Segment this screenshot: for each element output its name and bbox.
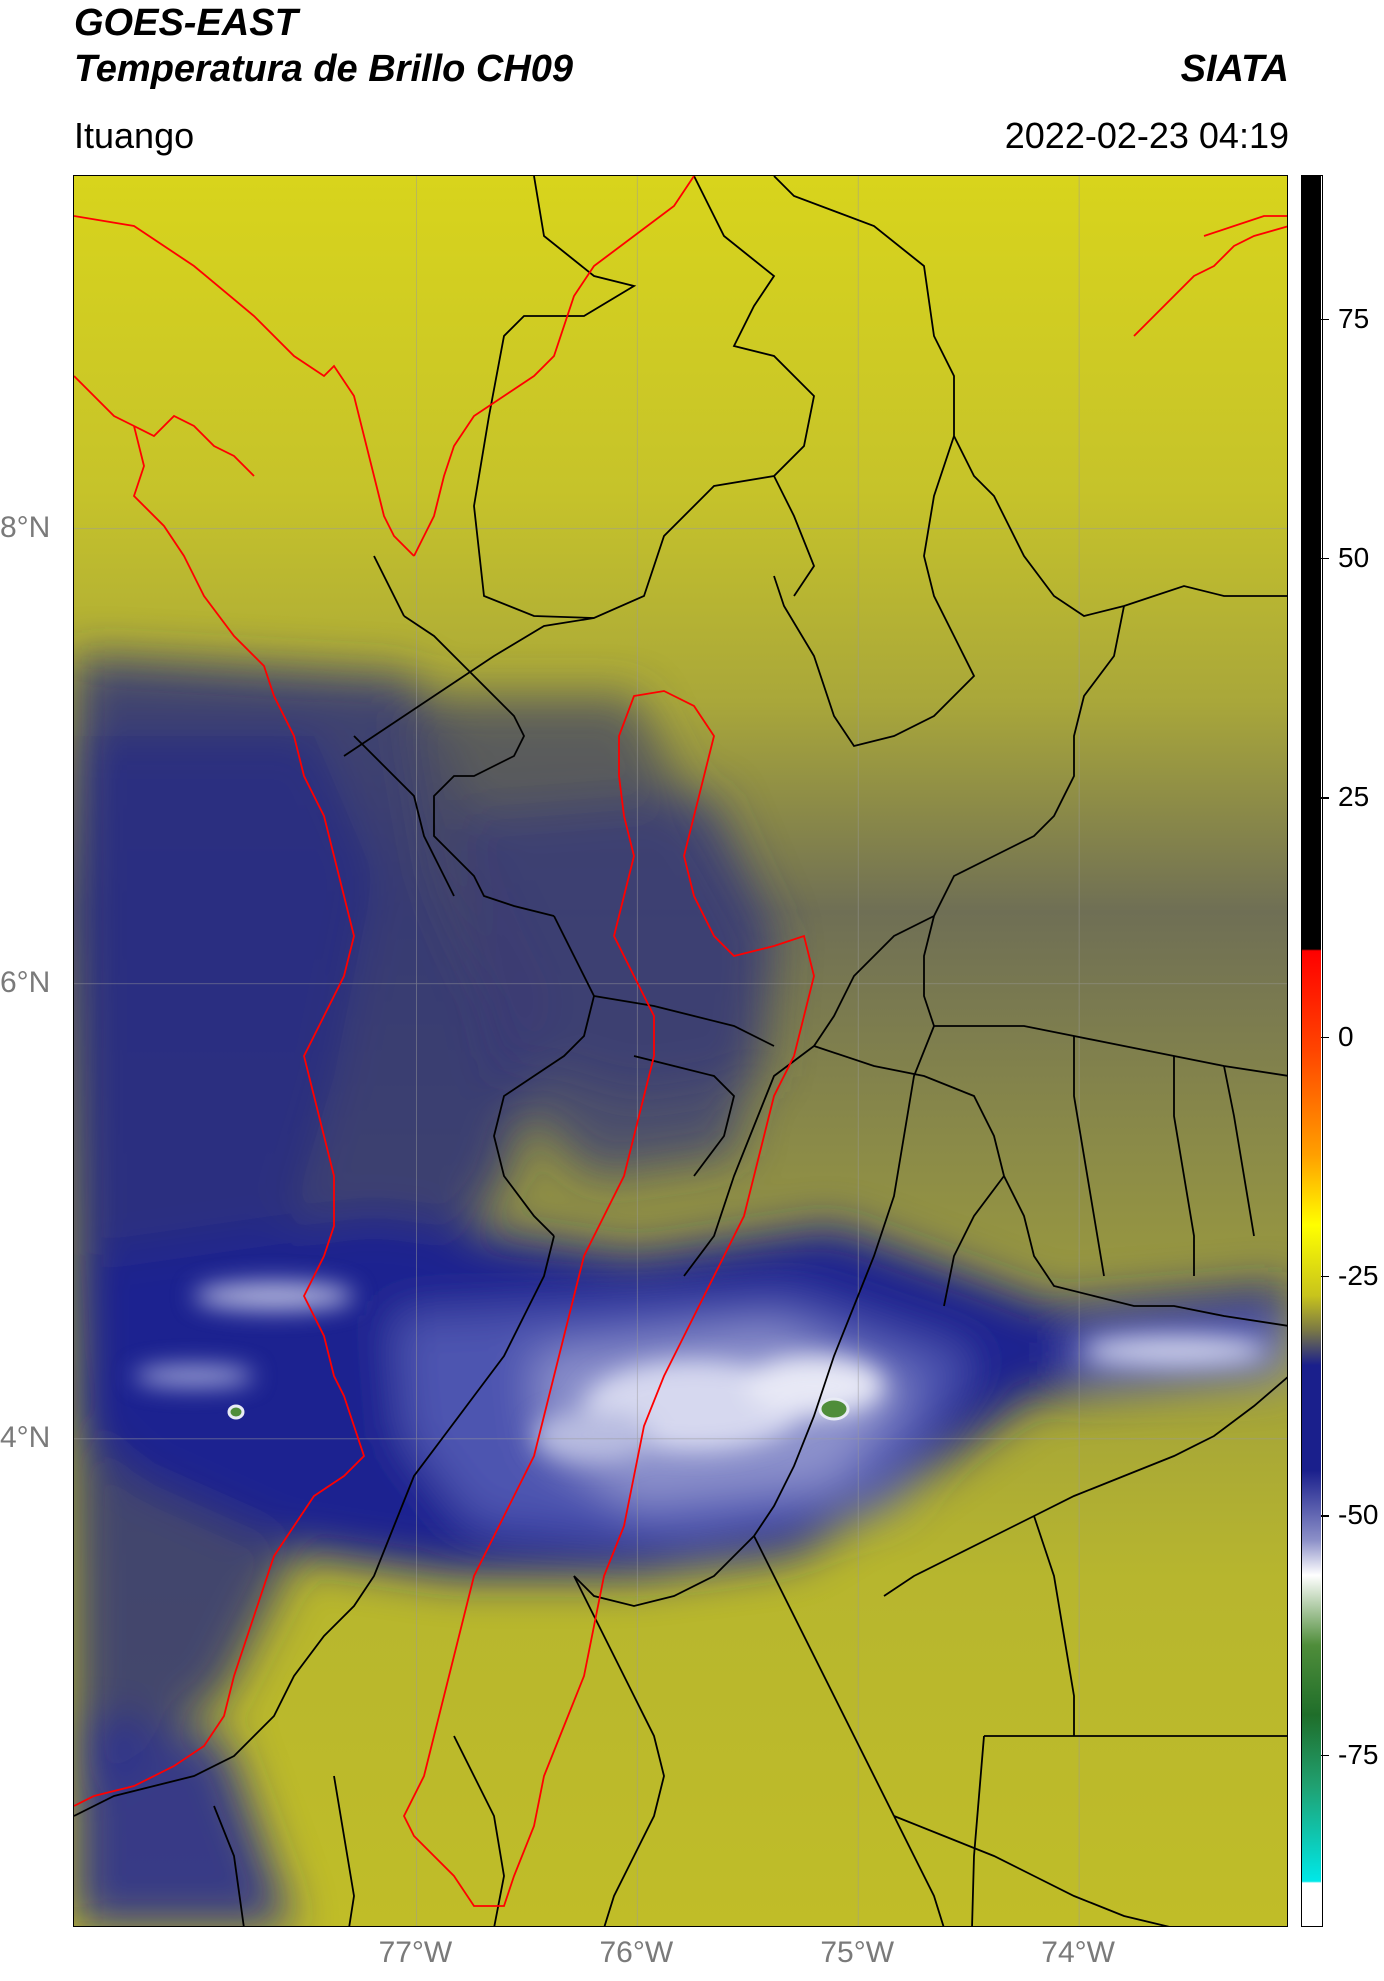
latitude-tick-label: 6°N: [0, 965, 51, 999]
map-canvas: [74, 176, 1287, 1926]
colorbar-tick-label: 50: [1338, 541, 1370, 573]
colorbar-tick-mark: [1321, 1754, 1329, 1757]
cold-top: [818, 1397, 850, 1421]
colorbar-tick-mark: [1321, 1515, 1329, 1517]
graticule: [74, 176, 1287, 1926]
coastline-and-region: [74, 176, 1287, 1907]
longitude-tick-label: 76°W: [599, 1936, 674, 1969]
latitude-tick-label: 8°N: [0, 510, 51, 544]
region-label: Ituango: [74, 115, 195, 156]
colorbar-tick-label: 25: [1338, 781, 1370, 813]
colorbar-tick-mark: [1321, 557, 1329, 560]
cold-top: [227, 1404, 245, 1420]
colorbar-tick-label: -75: [1338, 1738, 1379, 1770]
colorbar-tick-mark: [1321, 1275, 1329, 1278]
colorbar-tick-mark: [1321, 318, 1329, 321]
longitude-tick-label: 74°W: [1041, 1936, 1115, 1969]
satellite-map: [73, 175, 1288, 1927]
colorbar-tick-mark: [1321, 797, 1329, 799]
latitude-tick-label: 4°N: [0, 1420, 51, 1454]
product-subtitle: Temperatura de Brillo CH09: [74, 48, 574, 90]
cold-cores: [134, 1282, 1264, 1461]
product-title: GOES-EAST: [74, 2, 298, 44]
department-boundaries: [74, 176, 1287, 1926]
longitude-tick-label: 75°W: [820, 1936, 895, 1969]
colorbar-tick-mark: [1321, 1036, 1329, 1039]
colorbar: [1301, 175, 1323, 1927]
longitude-tick-label: 77°W: [378, 1936, 453, 1969]
colorbar-tick-label: 0: [1338, 1020, 1354, 1052]
colorbar-tick-label: -50: [1338, 1499, 1379, 1531]
colorbar-tick-label: 75: [1338, 302, 1370, 334]
timestamp-label: 2022-02-23 04:19: [1004, 115, 1289, 156]
colorbar-tick-label: -25: [1338, 1259, 1379, 1291]
organization-label: SIATA: [1180, 48, 1289, 90]
